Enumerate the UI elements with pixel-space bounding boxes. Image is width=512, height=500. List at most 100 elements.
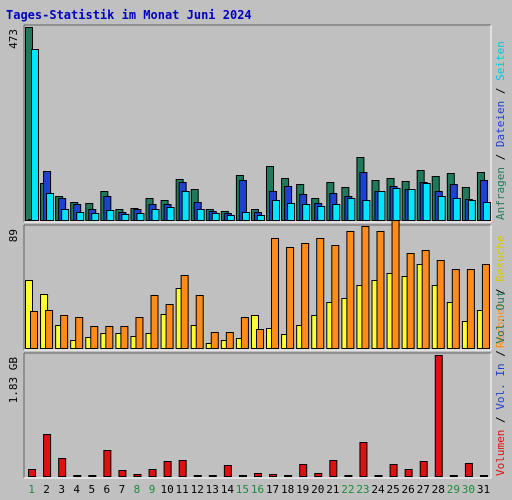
middle-legend-label: Rechner / Besuche [494,235,507,348]
x-tick-label-day-7: 7 [119,483,126,496]
x-tick-label-day-29: 29 [447,483,460,496]
middle-bar-rechner-day-3 [60,315,69,349]
bottom-legend-seg-3: / [494,344,507,364]
bottom-legend-seg-4: Vol. Out [494,291,507,344]
top-bar-seiten-day-5 [91,213,100,221]
middle-bar-rechner-day-28 [436,260,445,349]
x-tick-label-day-19: 19 [296,483,309,496]
top-bar-seiten-day-18 [287,203,296,221]
top-bar-seiten-day-25 [392,188,401,221]
x-tick-label-day-28: 28 [432,483,445,496]
bottom-bar-volumen-day-26 [404,469,413,477]
middle-bar-rechner-day-31 [481,264,490,349]
top-bar-seiten-day-21 [332,204,341,221]
bottom-bar-volumen-day-23 [359,442,368,477]
top-bar-seiten-day-8 [136,213,145,221]
x-tick-label-day-8: 8 [134,483,141,496]
x-tick-label-day-26: 26 [402,483,415,496]
middle-bar-rechner-day-9 [150,295,159,349]
bottom-bar-volumen-day-28 [434,355,443,477]
x-tick-label-day-15: 15 [236,483,249,496]
middle-bar-rechner-day-4 [75,317,84,349]
bottom-bar-volumen-day-11 [178,460,187,477]
bottom-bar-volumen-day-7 [118,470,127,477]
middle-bar-rechner-day-10 [165,304,174,349]
bottom-bar-volumen-day-12 [193,475,202,477]
middle-bar-rechner-day-16 [255,329,264,349]
middle-bar-rechner-day-7 [120,326,129,349]
bottom-bar-volumen-day-6 [103,450,112,477]
top-legend-seg-3: / [494,81,507,101]
x-tick-label-day-10: 10 [160,483,173,496]
bottom-bar-volumen-day-17 [269,474,278,477]
bottom-legend-seg-1: / [494,410,507,430]
top-bar-seiten-day-19 [302,204,311,221]
middle-bar-rechner-day-19 [301,243,310,349]
bottom-bar-volumen-day-16 [254,473,262,477]
middle-bar-rechner-day-1 [30,311,38,349]
middle-legend-seg-1: / [494,282,507,302]
middle-ymax-label: 89 [7,229,20,242]
middle-bar-rechner-day-12 [195,295,204,349]
top-bar-seiten-day-28 [437,196,446,221]
x-tick-label-day-23: 23 [356,483,369,496]
middle-bar-rechner-day-23 [361,226,370,349]
x-tick-label-day-31: 31 [477,483,490,496]
bottom-bar-volumen-day-24 [374,475,383,477]
top-bar-seiten-day-31 [482,202,491,221]
bottom-bar-volumen-day-20 [314,473,323,477]
bottom-ymax-label: 1.83 GB [7,357,20,404]
top-bar-seiten-day-22 [347,198,356,221]
bottom-bar-volumen-day-8 [133,474,142,477]
middle-bar-rechner-day-6 [105,326,114,349]
middle-bar-rechner-day-21 [331,245,340,349]
middle-bar-rechner-day-8 [135,317,144,349]
bottom-panel [24,353,491,478]
middle-bar-rechner-day-20 [316,238,325,349]
top-bar-seiten-day-30 [467,200,476,221]
x-tick-label-day-30: 30 [462,483,475,496]
top-bar-seiten-day-29 [452,198,461,221]
middle-bar-rechner-day-5 [90,326,99,349]
top-bar-seiten-day-7 [121,214,130,221]
bottom-bar-volumen-day-25 [389,464,398,477]
top-bar-seiten-day-27 [422,183,431,221]
top-bar-seiten-day-14 [226,215,235,221]
top-bar-seiten-day-24 [377,191,386,221]
middle-bar-rechner-day-22 [346,231,355,349]
middle-bar-rechner-day-11 [180,275,189,349]
middle-bar-rechner-day-18 [286,247,295,349]
top-bar-seiten-day-2 [46,193,55,221]
top-bar-seiten-day-10 [166,207,175,221]
bottom-bar-volumen-day-2 [43,434,52,477]
x-tick-label-day-12: 12 [191,483,204,496]
top-legend-seg-4: Seiten [494,41,507,81]
bottom-bar-volumen-day-19 [299,464,308,477]
x-tick-label-day-25: 25 [386,483,399,496]
top-bar-seiten-day-23 [362,200,371,221]
bottom-bar-volumen-day-18 [284,475,293,477]
bottom-bar-volumen-day-27 [419,461,428,477]
top-bar-seiten-day-26 [407,189,416,221]
top-bar-seiten-day-11 [181,191,190,221]
middle-bar-rechner-day-27 [421,250,430,349]
top-legend-seg-0: Anfragen [494,167,507,220]
x-tick-label-day-13: 13 [206,483,219,496]
x-tick-label-day-6: 6 [104,483,111,496]
bottom-bar-volumen-day-1 [28,469,37,477]
x-tick-label-day-18: 18 [281,483,294,496]
x-tick-label-day-2: 2 [43,483,50,496]
top-bar-seiten-day-15 [241,212,250,221]
bottom-legend-seg-2: Vol. In [494,363,507,409]
top-bar-seiten-day-3 [61,209,70,221]
bottom-bar-volumen-day-4 [73,475,82,477]
middle-bar-rechner-day-24 [376,231,385,349]
x-tick-label-day-27: 27 [417,483,430,496]
x-tick-label-day-4: 4 [73,483,80,496]
top-bar-seiten-day-13 [211,213,220,221]
top-bar-seiten-day-17 [272,200,281,221]
x-tick-label-day-1: 1 [28,483,35,496]
chart-title: Tages-Statistik im Monat Juni 2024 [6,8,252,22]
